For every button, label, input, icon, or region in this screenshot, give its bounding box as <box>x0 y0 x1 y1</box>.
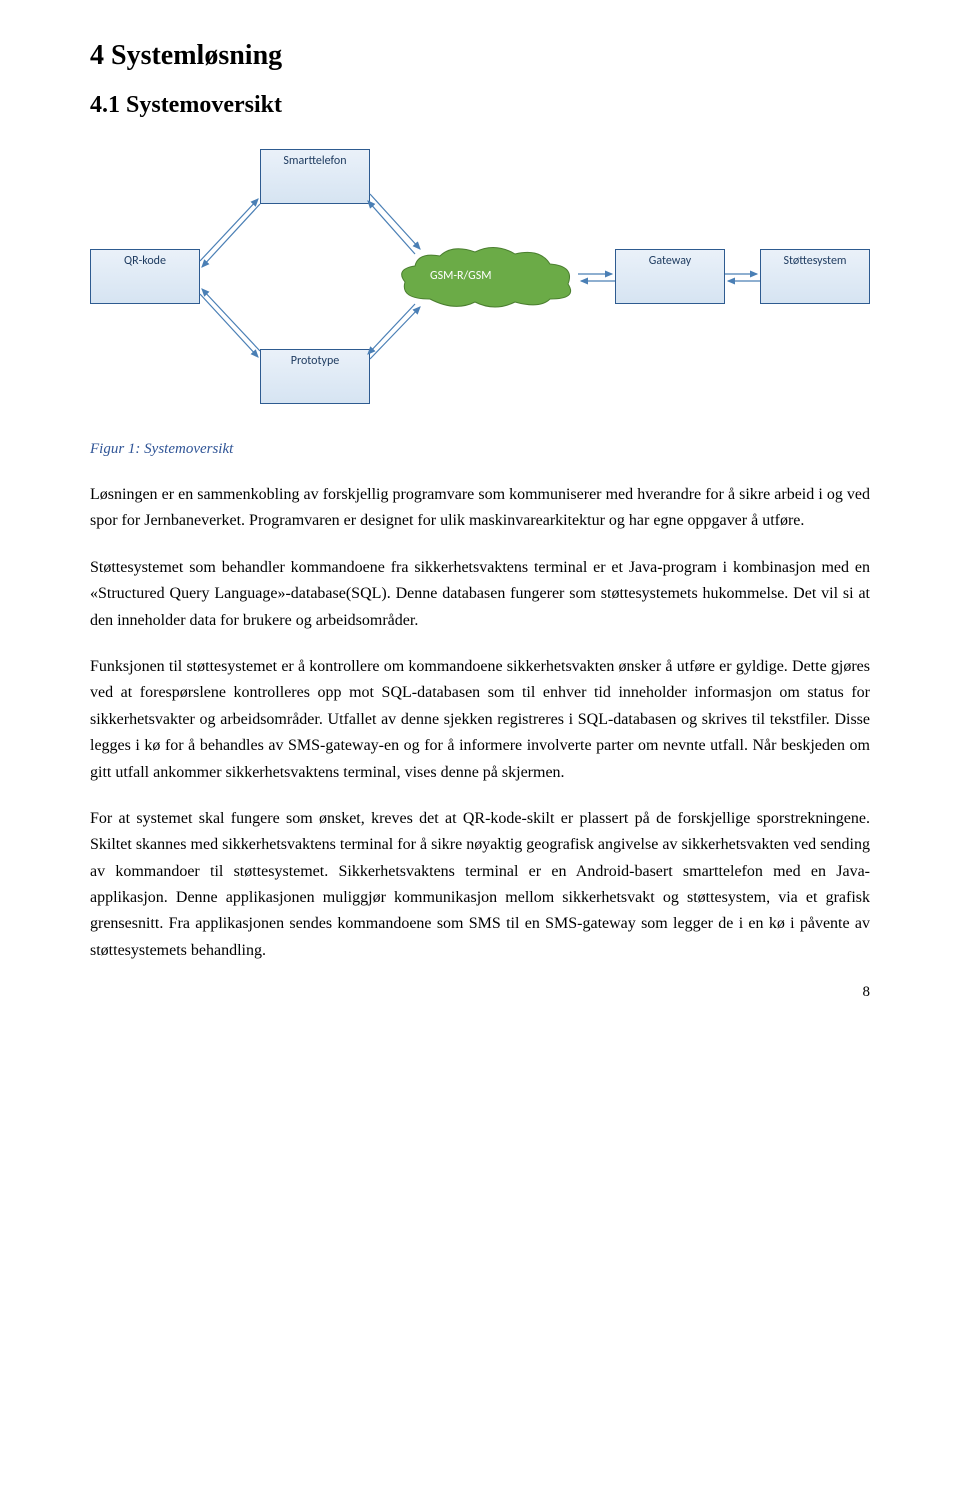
node-stottesystem: Støttesystem <box>760 249 870 304</box>
cloud-label: GSM-R/GSM <box>430 269 492 283</box>
node-smarttelefon: Smarttelefon <box>260 149 370 204</box>
node-prototype: Prototype <box>260 349 370 404</box>
paragraph-1: Løsningen er en sammenkobling av forskje… <box>90 482 870 535</box>
node-qr-kode: QR-kode <box>90 249 200 304</box>
heading-1: 4 Systemløsning <box>90 40 870 72</box>
node-gateway: Gateway <box>615 249 725 304</box>
paragraph-2: Støttesystemet som behandler kommandoene… <box>90 555 870 634</box>
system-diagram: GSM-R/GSM Smarttelefon QR-kode Prototype… <box>90 149 870 429</box>
page-number: 8 <box>90 984 870 1001</box>
figure-caption: Figur 1: Systemoversikt <box>90 441 870 458</box>
heading-2: 4.1 Systemoversikt <box>90 92 870 119</box>
paragraph-3: Funksjonen til støttesystemet er å kontr… <box>90 654 870 786</box>
paragraph-4: For at systemet skal fungere som ønsket,… <box>90 806 870 964</box>
